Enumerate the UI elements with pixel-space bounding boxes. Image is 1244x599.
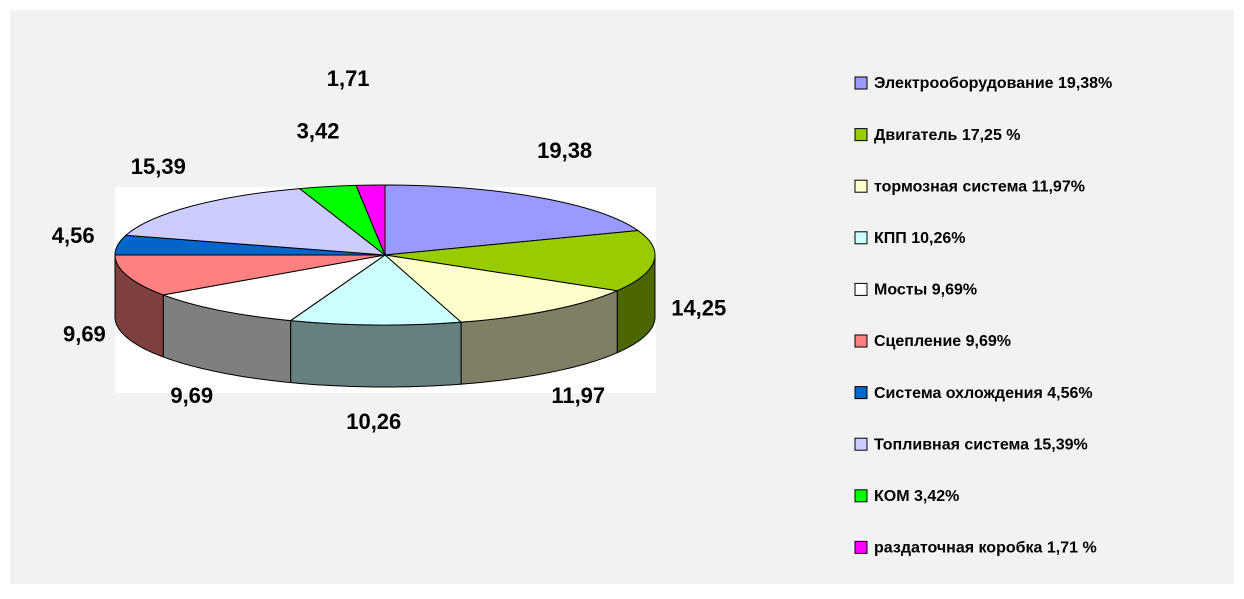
data-label: 11,97: [551, 383, 605, 408]
legend-swatch: [854, 334, 868, 348]
data-label: 3,42: [297, 119, 340, 144]
legend-swatch: [854, 386, 868, 400]
legend-label: КПП 10,26%: [874, 230, 965, 247]
legend-label: Мосты 9,69%: [874, 282, 977, 299]
slice: [124, 188, 387, 256]
legend-label: тормозная система 11,97%: [874, 178, 1085, 195]
legend-label: Топливная система 15,39%: [874, 436, 1088, 453]
legend-swatch: [854, 437, 868, 451]
data-label: 19,38: [537, 138, 592, 163]
legend-label: КОМ 3,42%: [874, 488, 959, 505]
legend-swatch: [854, 489, 868, 503]
legend-label: Сцепление 9,69%: [874, 333, 1011, 350]
slice: [114, 254, 386, 296]
data-label: 9,69: [170, 383, 213, 408]
legend-swatch: [854, 76, 868, 90]
data-label: 15,39: [131, 154, 186, 179]
data-label: 4,56: [52, 223, 95, 248]
data-label: 14,25: [671, 295, 726, 320]
slice: [355, 184, 386, 256]
slice-side: [290, 320, 462, 388]
legend-label: Электрооборудование 19,38%: [874, 75, 1112, 92]
legend-swatch: [854, 231, 868, 245]
legend-swatch: [854, 282, 868, 296]
slice: [384, 230, 656, 292]
data-label: 1,71: [327, 66, 370, 91]
legend-label: Двигатель 17,25 %: [874, 127, 1021, 144]
legend-swatch: [854, 540, 868, 554]
slice: [383, 254, 619, 323]
legend-swatch: [854, 128, 868, 142]
data-label: 10,26: [346, 409, 401, 434]
slice: [161, 254, 386, 322]
legend-label: раздаточная коробка 1,71 %: [874, 540, 1097, 557]
slice: [289, 254, 463, 326]
slice: [384, 184, 640, 256]
data-label: 9,69: [63, 322, 106, 347]
legend-swatch: [854, 179, 868, 193]
legend-label: Система охлождения 4,56%: [874, 385, 1093, 402]
